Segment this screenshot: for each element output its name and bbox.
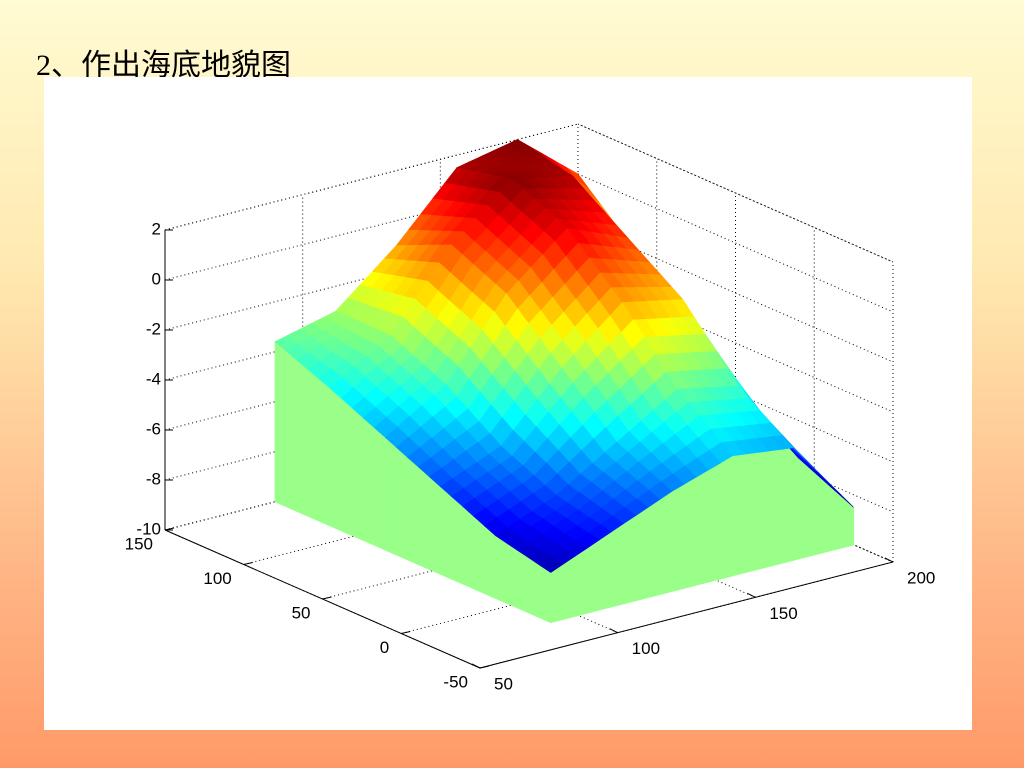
surface-cell	[390, 244, 507, 385]
surface-cell	[555, 441, 673, 533]
x-tick-label: 100	[632, 639, 660, 658]
surface-cell	[616, 388, 733, 492]
chart: -10 -8 -6 -4 -2 0 2 50 100 150 200 -50 0 50 100 150	[44, 77, 972, 730]
tick-mark	[747, 592, 756, 598]
surface-cell	[445, 293, 563, 447]
surface-cell	[561, 302, 678, 443]
surface-cell	[395, 167, 513, 246]
tick-mark	[479, 665, 490, 669]
tick-mark	[471, 663, 481, 669]
tick-mark	[164, 527, 175, 531]
x-tick-label: 150	[769, 604, 797, 623]
surface-cell	[384, 384, 502, 488]
slide-title: 2、作出海底地貌图	[36, 49, 291, 82]
z-tick-label: -6	[146, 419, 161, 438]
y-tick-label: 0	[380, 638, 389, 657]
surface-cell	[440, 445, 557, 537]
z-tick-label: 0	[152, 269, 161, 288]
tick-mark	[322, 596, 332, 600]
y-tick-label: 150	[125, 534, 153, 553]
surface-cell	[566, 227, 684, 303]
x-tick-label: 50	[494, 674, 513, 693]
z-tick-label: -8	[146, 469, 161, 488]
surface-cell	[500, 367, 618, 496]
tick-mark	[243, 562, 253, 565]
x-tick-label: 200	[907, 568, 935, 587]
x-axis	[479, 561, 894, 669]
y-tick-label: 100	[203, 569, 231, 588]
surface-cell	[495, 494, 612, 573]
surface-cell	[450, 178, 568, 295]
surface-cell	[676, 385, 794, 457]
y-tick-label: 50	[292, 603, 311, 622]
surface-cell	[329, 334, 447, 438]
surface-cell	[274, 310, 392, 389]
tick-mark	[884, 557, 894, 563]
surface-cell	[511, 175, 629, 239]
base-wall	[732, 447, 794, 577]
surface-patch	[539, 556, 564, 573]
tick-mark	[401, 631, 411, 634]
surface-cell	[455, 139, 574, 180]
z-tick-label: -2	[146, 319, 161, 338]
z-tick-label: -10	[136, 519, 161, 538]
tick-mark	[609, 628, 618, 634]
z-tick-label: -4	[146, 369, 161, 388]
z-tick-label: 2	[152, 219, 161, 238]
y-tick-label: -50	[443, 672, 468, 691]
